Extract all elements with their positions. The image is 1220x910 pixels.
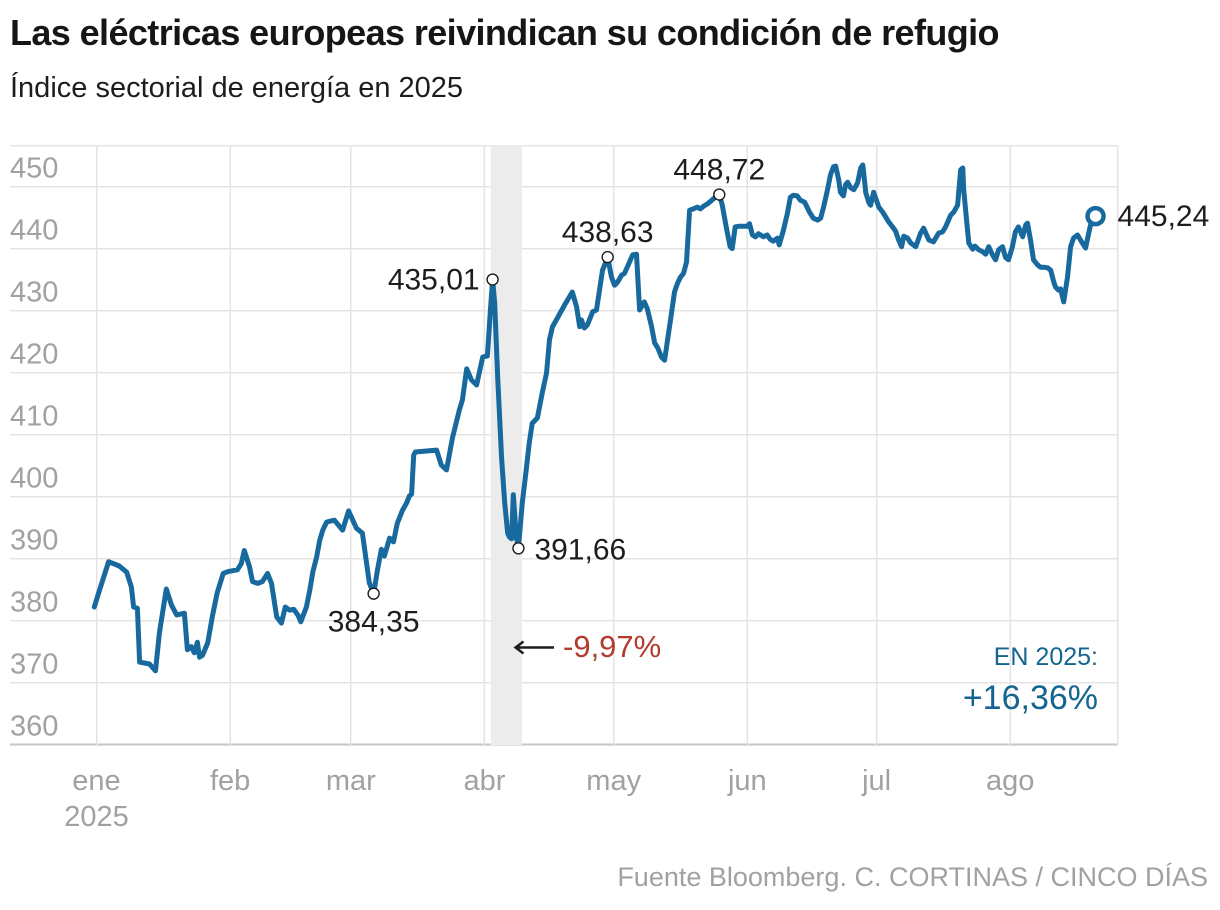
- callout-marker: [486, 273, 499, 286]
- y-tick-label: 380: [10, 587, 58, 619]
- page-title: Las eléctricas europeas reivindican su c…: [10, 12, 1000, 53]
- y-tick-label: 430: [10, 277, 58, 309]
- x-tick-label: may: [586, 765, 641, 797]
- ytd-value: +16,36%: [962, 679, 1098, 717]
- callout-label: 384,35: [328, 606, 420, 639]
- y-tick-label: 410: [10, 401, 58, 433]
- y-tick-label: 440: [10, 215, 58, 247]
- x-tick-sublabel: 2025: [64, 801, 129, 833]
- callout-marker: [601, 250, 614, 264]
- y-grid: [10, 144, 1118, 746]
- y-tick-label: 450: [10, 153, 58, 185]
- x-tick-label: ago: [986, 765, 1034, 797]
- callout-label: 435,01: [388, 264, 480, 297]
- y-tick-label: 400: [10, 463, 58, 495]
- x-grid: [95, 145, 1119, 745]
- x-tick-label: jul: [861, 765, 891, 797]
- callout-marker: [367, 587, 380, 600]
- ytd-label: EN 2025:: [993, 643, 1098, 671]
- crash-percent-label: -9,97%: [563, 629, 662, 664]
- x-tick-label: jun: [727, 765, 767, 797]
- callout-marker: [713, 188, 726, 201]
- callout-label: 445,24: [1118, 200, 1210, 233]
- x-tick-label: abr: [463, 765, 505, 797]
- callout-label: 448,72: [673, 154, 765, 187]
- ytd-annotation: EN 2025: +16,36%: [963, 643, 1098, 718]
- source-credit: Fuente Bloomberg. C. CORTINAS / CINCO DÍ…: [617, 862, 1208, 892]
- x-tick-label: feb: [210, 765, 250, 797]
- end-marker: [1085, 205, 1106, 227]
- y-tick-label: 420: [10, 339, 58, 371]
- callout-marker: [512, 542, 525, 555]
- callout-label: 391,66: [534, 533, 626, 566]
- callout-label: 438,63: [562, 216, 654, 249]
- x-tick-label: mar: [326, 765, 376, 797]
- y-tick-label: 370: [10, 649, 58, 681]
- chart-subtitle: Índice sectorial de energía en 2025: [10, 72, 464, 104]
- index-line: [91, 162, 1099, 674]
- crash-annotation: -9,97%: [508, 629, 661, 665]
- y-tick-label: 360: [10, 711, 58, 743]
- y-tick-label: 390: [10, 525, 58, 557]
- x-tick-label: ene: [72, 765, 120, 797]
- left-arrow-icon: [513, 640, 554, 654]
